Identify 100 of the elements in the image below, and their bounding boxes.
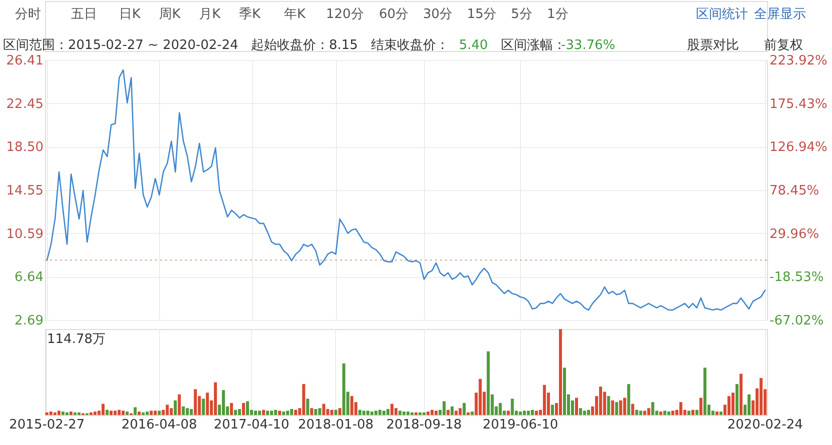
bar xyxy=(146,412,149,415)
bar xyxy=(534,410,538,415)
bar xyxy=(158,410,161,415)
bar xyxy=(506,410,510,415)
text: 全屏显示 xyxy=(754,7,806,22)
bar xyxy=(334,410,338,415)
text: 15分 xyxy=(467,7,497,22)
line-series xyxy=(46,69,766,311)
bar xyxy=(599,386,602,415)
bar xyxy=(562,368,566,415)
bar xyxy=(174,400,177,415)
bar xyxy=(518,412,522,415)
bar xyxy=(470,412,474,415)
bar xyxy=(170,408,173,415)
text: 结束收盘价： xyxy=(371,38,449,53)
text: 股票对比 xyxy=(687,38,739,53)
y2-tick-label: 29.96% xyxy=(770,226,820,242)
bar xyxy=(731,392,734,415)
bar xyxy=(254,410,258,415)
bar xyxy=(454,410,458,415)
text: 日K xyxy=(119,7,141,22)
text: 周K xyxy=(159,7,181,22)
bar xyxy=(278,410,282,415)
bar xyxy=(550,404,554,415)
bar xyxy=(202,398,205,415)
y-tick-label: 26.41 xyxy=(6,54,44,68)
text: 区间统计 xyxy=(696,7,748,22)
bar xyxy=(102,404,105,415)
text: 120分 xyxy=(326,7,364,22)
bar xyxy=(635,410,638,415)
bar xyxy=(230,402,233,415)
bar xyxy=(430,410,434,415)
bar xyxy=(699,398,702,415)
bar xyxy=(45,412,48,415)
bar xyxy=(234,410,237,415)
bar xyxy=(446,410,450,415)
bar xyxy=(703,368,706,415)
bar xyxy=(736,384,739,415)
bar xyxy=(286,410,290,415)
bar xyxy=(740,374,743,415)
y2-tick-label: 126.94% xyxy=(770,140,828,156)
bar xyxy=(69,412,72,415)
bar xyxy=(322,404,326,415)
bar xyxy=(631,404,634,415)
bar xyxy=(719,412,722,415)
text: 分时 xyxy=(15,7,41,22)
bar xyxy=(49,412,52,415)
bar xyxy=(691,410,694,415)
bar xyxy=(294,410,298,415)
bar xyxy=(542,384,546,415)
y-tick-label: 18.50 xyxy=(6,140,44,156)
bar xyxy=(214,382,217,415)
bar xyxy=(458,408,462,415)
bar xyxy=(558,329,562,415)
y-tick-label: 6.64 xyxy=(14,270,44,286)
bar xyxy=(583,410,586,415)
text: 前复权 xyxy=(764,38,803,53)
bar xyxy=(390,404,394,415)
text: 起始收盘价：8.15 xyxy=(251,38,358,53)
bar xyxy=(575,398,578,415)
x-tick-label: 2017-04-10 xyxy=(214,418,290,432)
bar xyxy=(627,384,630,415)
bar xyxy=(486,351,490,415)
bar xyxy=(206,392,209,415)
bar xyxy=(414,412,418,415)
bar xyxy=(57,410,60,415)
bar xyxy=(366,410,370,415)
bar xyxy=(190,408,193,415)
bar xyxy=(623,398,626,415)
bar xyxy=(579,408,582,415)
bar xyxy=(106,410,109,415)
bar xyxy=(386,408,390,415)
bar xyxy=(282,412,286,415)
bar xyxy=(274,410,278,415)
text: 5分 xyxy=(511,7,532,22)
bar xyxy=(402,412,406,415)
bar xyxy=(126,412,129,415)
text: 季K xyxy=(239,7,261,22)
bar xyxy=(258,410,262,415)
bar xyxy=(462,402,466,415)
bar xyxy=(78,412,81,415)
bar xyxy=(643,410,646,415)
bar xyxy=(242,402,246,415)
x-tick-label: 2020-02-24 xyxy=(727,418,803,432)
bar xyxy=(154,410,157,415)
bar xyxy=(442,401,446,415)
bar xyxy=(378,410,382,415)
bar xyxy=(222,390,225,415)
bar xyxy=(526,410,530,415)
bar xyxy=(450,406,454,415)
bar xyxy=(667,412,670,415)
bar xyxy=(374,410,378,415)
bar xyxy=(178,394,181,415)
bar xyxy=(727,396,730,415)
bar xyxy=(398,410,402,415)
bar xyxy=(186,408,189,415)
text: 1分 xyxy=(547,7,568,22)
y-tick-label: 2.69 xyxy=(14,314,44,328)
bar xyxy=(266,410,270,415)
text: 5.40 xyxy=(459,38,488,53)
